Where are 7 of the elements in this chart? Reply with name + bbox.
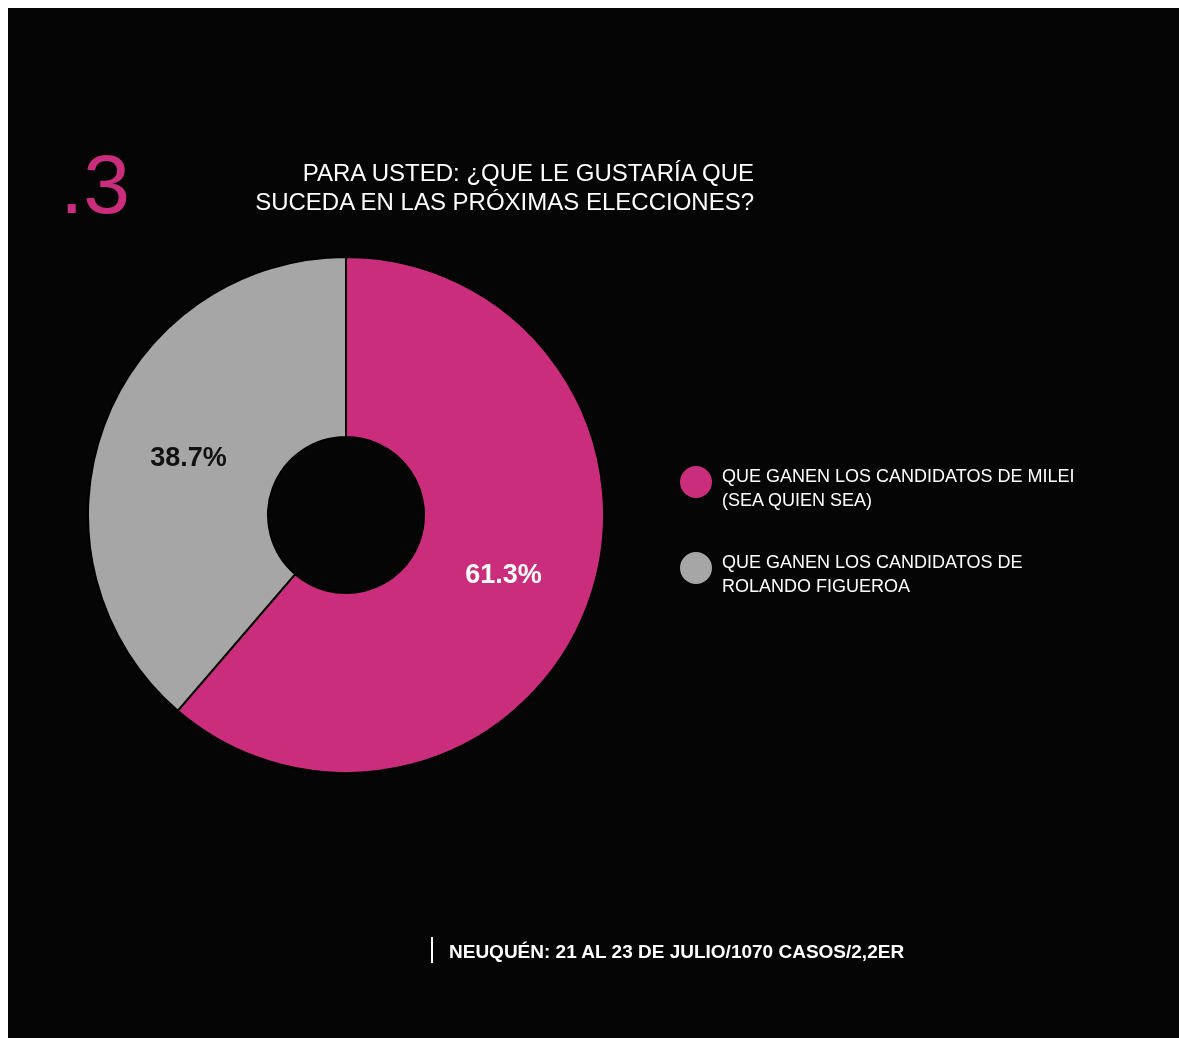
legend-label: QUE GANEN LOS CANDIDATOS DE MILEI (SEA QUIEN SEA) [722,466,1075,510]
data-label: 38.7% [150,442,227,473]
text: NEUQUÉN: 21 AL 23 DE JULIO/1070 CASOS/2,2ER [449,941,905,962]
legend-label: QUE GANEN LOS CANDIDATOS DE ROLANDO FIGUEROA [722,552,1023,596]
text: .3 [60,137,131,231]
data-label: 61.3% [465,558,542,589]
chart-title: PARA USTED: ¿QUE LE GUSTARÍA QUE SUCEDA EN LAS PRÓXIMAS ELECCIONES? [255,159,754,215]
